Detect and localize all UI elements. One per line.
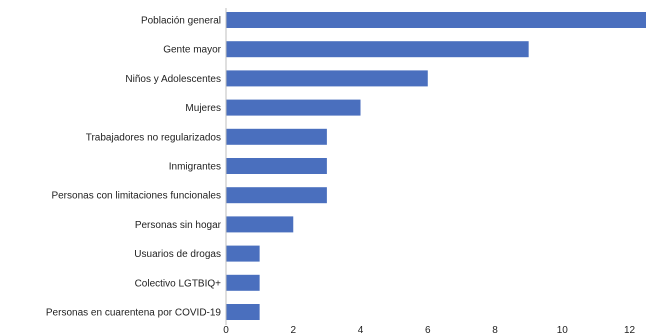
category-label: Población general bbox=[141, 16, 221, 27]
bar bbox=[226, 304, 260, 320]
category-label: Gente mayor bbox=[163, 45, 221, 56]
bar bbox=[226, 70, 428, 87]
x-tick-label: 8 bbox=[492, 325, 498, 335]
x-tick-label: 12 bbox=[624, 325, 636, 335]
bar bbox=[226, 128, 327, 145]
category-label: Colectivo LGTBIQ+ bbox=[135, 278, 222, 289]
x-tick-labels: 0 2 4 6 8 10 12 bbox=[223, 325, 635, 335]
category-label: Personas con limitaciones funcionales bbox=[51, 191, 221, 202]
category-label: Niños y Adolescentes bbox=[125, 74, 221, 85]
x-tick-label: 10 bbox=[557, 325, 569, 335]
x-tick-label: 4 bbox=[358, 325, 364, 335]
bars-group bbox=[226, 12, 646, 320]
bar bbox=[226, 41, 529, 58]
x-tick-label: 0 bbox=[223, 325, 229, 335]
category-label: Usuarios de drogas bbox=[134, 249, 221, 260]
category-label: Inmigrantes bbox=[169, 162, 221, 173]
bar bbox=[226, 99, 361, 116]
x-tick-label: 6 bbox=[425, 325, 431, 335]
x-tick-label: 2 bbox=[290, 325, 296, 335]
category-label: Personas sin hogar bbox=[135, 220, 222, 231]
category-label: Mujeres bbox=[185, 103, 221, 114]
category-label: Trabajadores no regularizados bbox=[86, 132, 221, 143]
bar bbox=[226, 274, 260, 291]
bar bbox=[226, 216, 294, 233]
category-label: Personas en cuarentena por COVID-19 bbox=[46, 308, 222, 319]
bar bbox=[226, 12, 646, 28]
bar bbox=[226, 187, 327, 204]
bar bbox=[226, 158, 327, 174]
category-labels: Población general Gente mayor Niños y Adol… bbox=[46, 16, 222, 319]
bar bbox=[226, 245, 260, 262]
